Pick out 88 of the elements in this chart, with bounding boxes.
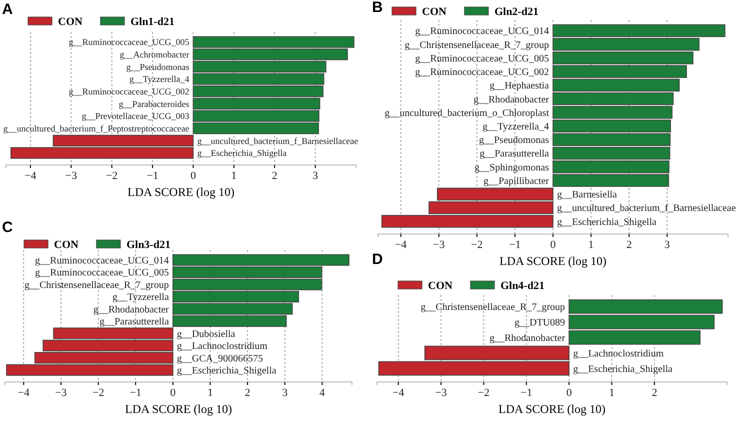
- y-tick-label: g__Ruminococcaceae_UCG_005: [415, 53, 549, 64]
- x-tick-label: −3: [55, 386, 68, 399]
- y-tick-label: g__Parasutterella: [99, 316, 170, 328]
- y-tick-label: g__Ruminococcaceae_UCG_002: [68, 86, 190, 96]
- x-tick-label: 2: [272, 170, 278, 182]
- y-tick-label: g__uncultured_bacterium_f_Barnesiellaceae: [557, 203, 736, 214]
- x-tick-label: −3: [435, 386, 448, 399]
- x-tick-label: 3: [664, 238, 670, 251]
- y-tick-label: g__Pseudomonas: [126, 62, 190, 72]
- y-tick-label: g__Christensenellaceae_R_7_group: [420, 302, 566, 314]
- y-tick-label: g__Parasutterella: [480, 148, 550, 160]
- x-tick-label: −1: [520, 386, 532, 399]
- y-tick-label: g__DTU089: [514, 318, 566, 329]
- chart-title: A: [2, 1, 13, 18]
- y-tick-label: g__Christensenellaceae_R_7_group: [24, 280, 169, 291]
- y-tick-label: g__Ruminococcaceae_UCG_014: [415, 26, 549, 38]
- y-tick-label: g__Sphingomonas: [474, 162, 550, 174]
- legend-label: Gln4-d21: [500, 280, 544, 292]
- y-tick-label: g__Escherichia_Shigella: [573, 364, 674, 375]
- y-tick-label: g__Lachnoclostridium: [573, 348, 664, 360]
- y-tick-label: g__Escherichia_Shigella: [176, 366, 277, 377]
- y-tick-label: g__uncultured_bacterium_f_Peptostreptococcaceae: [3, 123, 190, 134]
- legend-label: CON: [58, 16, 82, 28]
- y-tick-label: g__Ruminococcaceae_UCG_014: [35, 255, 169, 266]
- x-tick-label: 2: [244, 386, 250, 399]
- x-tick-label: 3: [282, 386, 288, 399]
- x-tick-label: 2: [626, 238, 632, 251]
- x-tick-label: −2: [471, 238, 483, 251]
- y-tick-label: g__Ruminococcaceae_UCG_005: [68, 37, 190, 48]
- x-tick-label: 0: [170, 386, 176, 399]
- x-tick-label: 1: [207, 386, 213, 399]
- y-tick-label: g__Escherichia_Shigella: [557, 216, 657, 228]
- x-tick-label: −4: [18, 386, 30, 399]
- x-tick-label: 1: [588, 238, 594, 251]
- legend-label: Gln3-d21: [126, 239, 170, 251]
- y-tick-label: g__Hephaestia: [490, 80, 550, 92]
- y-tick-label: g__Lachnoclostridium: [176, 341, 268, 352]
- y-tick-label: g__Ruminococcaceae_UCG_005: [35, 268, 169, 279]
- y-tick-label: g__Rhodanobacter: [473, 94, 550, 106]
- y-tick-label: g__Tyzzerella: [112, 292, 170, 304]
- x-axis-title: LDA SCORE (log 10): [127, 185, 235, 199]
- x-axis-title: LDA SCORE (log 10): [498, 402, 606, 416]
- x-tick-label: 3: [312, 170, 319, 182]
- x-tick-label: −3: [433, 238, 446, 251]
- x-tick-label: −1: [509, 238, 521, 251]
- chart-title: C: [2, 219, 13, 236]
- x-tick-label: 0: [190, 170, 196, 182]
- x-tick-label: 2: [652, 386, 658, 399]
- y-tick-label: g__Ruminococcaceae_UCG_002: [415, 67, 549, 78]
- legend-label: CON: [422, 6, 446, 18]
- y-tick-label: g__Achromobacter: [120, 50, 190, 60]
- chart-title: D: [372, 251, 383, 268]
- y-tick-label: g__Papillibacter: [483, 176, 550, 187]
- x-tick-label: 0: [550, 238, 556, 251]
- y-tick-label: g__Parabacteroides: [118, 98, 190, 109]
- y-tick-label: g__Barnesiella: [557, 190, 618, 201]
- x-tick-label: −1: [130, 386, 142, 399]
- y-tick-label: g__Pseudomonas: [479, 135, 550, 146]
- y-tick-label: g__Tyzzerella_4: [482, 122, 549, 132]
- y-tick-label: g__uncultured_bacterium_o_Chloroplast: [384, 108, 550, 119]
- x-tick-label: −4: [24, 170, 37, 182]
- legend-label: Gln2-d21: [494, 6, 538, 18]
- y-tick-label: g__Rhodanobacter: [490, 333, 566, 344]
- legend-label: CON: [54, 239, 78, 251]
- x-tick-label: −2: [92, 386, 104, 399]
- y-tick-label: g__Rhodanobacter: [93, 304, 170, 316]
- x-tick-label: −4: [392, 386, 405, 399]
- x-tick-label: −3: [65, 170, 78, 182]
- y-tick-label: g__Tyzzerella_4: [129, 74, 190, 84]
- y-tick-label: g__Dubosiella: [176, 328, 236, 340]
- y-tick-label: g__Escherichia_Shigella: [197, 148, 287, 158]
- x-tick-label: −4: [394, 238, 408, 251]
- x-tick-label: −2: [478, 386, 490, 399]
- y-tick-label: g__Prevotellaceae_UCG_003: [82, 111, 190, 122]
- chart-title: B: [372, 0, 383, 16]
- x-tick-label: −2: [106, 170, 118, 182]
- x-tick-label: 1: [231, 170, 237, 182]
- y-tick-label: g__GCA_900066575: [176, 353, 264, 364]
- legend-label: Gln1-d21: [130, 16, 174, 28]
- x-axis-title: LDA SCORE (log 10): [499, 254, 607, 268]
- x-tick-label: 0: [566, 386, 572, 399]
- x-tick-label: 4: [319, 386, 326, 399]
- x-tick-label: −1: [146, 170, 158, 182]
- legend-label: CON: [428, 280, 452, 292]
- y-tick-label: g__Christensenellaceae_R_7_group: [404, 40, 549, 51]
- x-axis-title: LDA SCORE (log 10): [124, 402, 232, 416]
- x-tick-label: 1: [609, 386, 615, 399]
- y-tick-label: g__uncultured_bacterium_f_Barnesiellaceae: [197, 136, 358, 146]
